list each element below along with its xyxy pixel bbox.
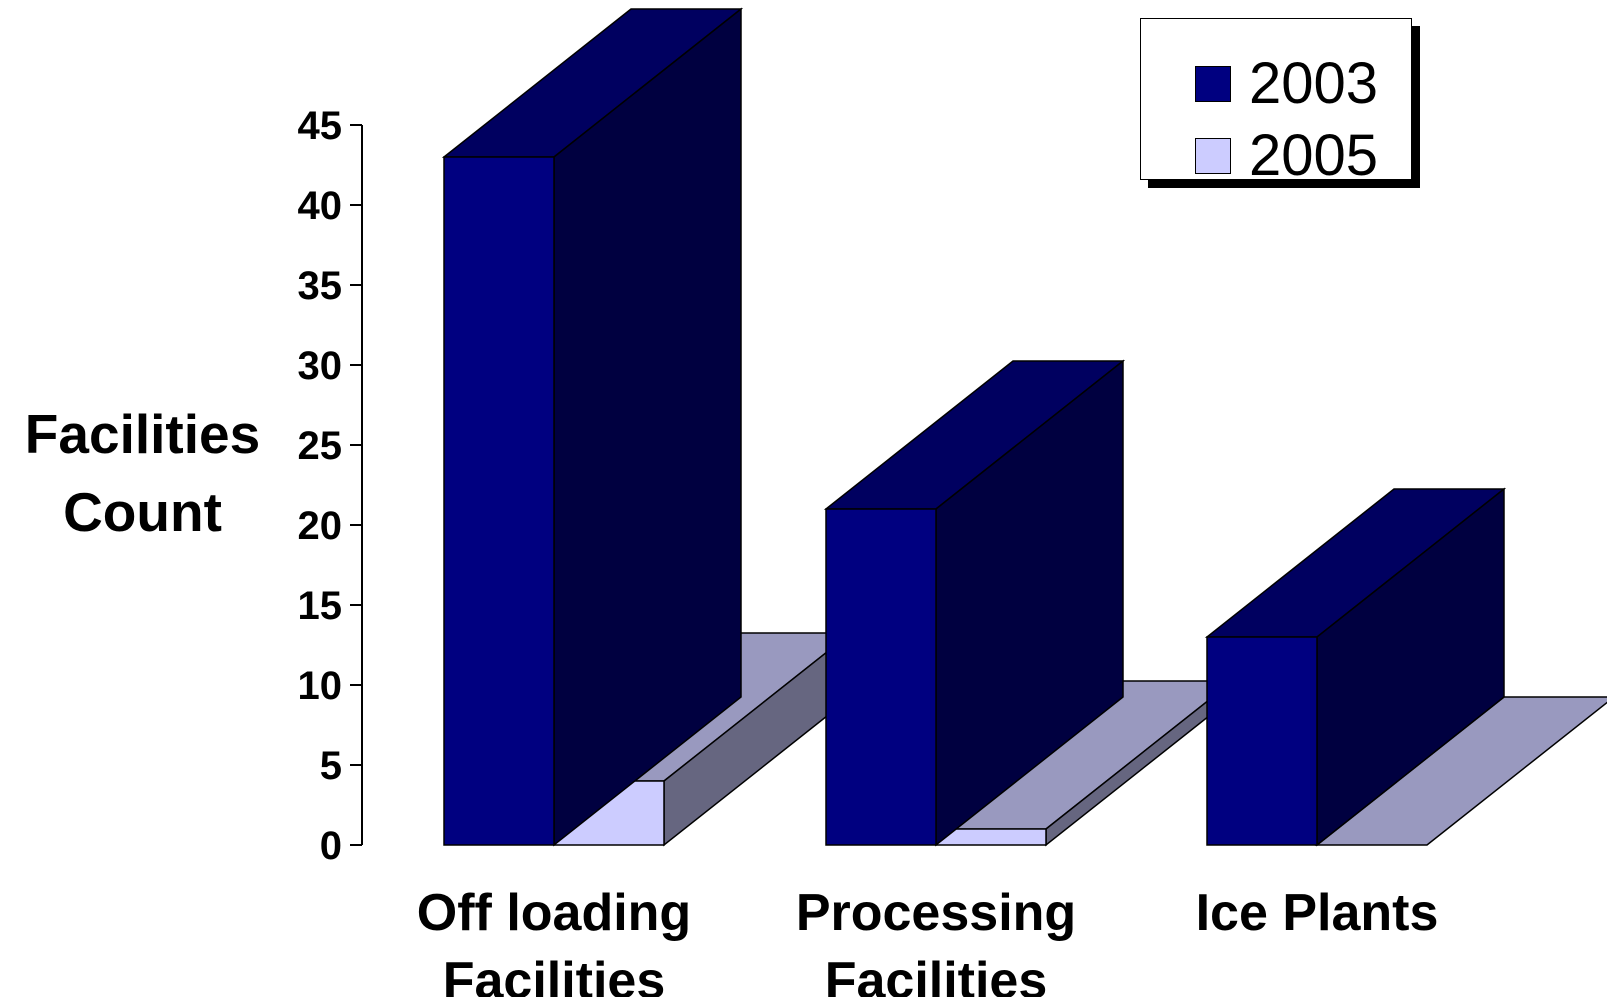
y-tick-label-5: 5 (320, 744, 342, 788)
x-category-label-1-0: Processing (796, 884, 1076, 942)
y-tick-label-30: 30 (298, 344, 343, 388)
legend-swatch-2003 (1195, 66, 1231, 102)
y-tick-label-10: 10 (298, 664, 343, 708)
legend-item-2005: 2005 (1195, 121, 1378, 191)
bar-2003-1-front (825, 508, 937, 846)
bar-2003-0-front (443, 156, 555, 846)
y-axis-label-line-2: Count (63, 481, 222, 543)
y-tick-label-15: 15 (298, 584, 343, 628)
y-tick-label-20: 20 (298, 504, 343, 548)
bar-2003-0-side (553, 7, 742, 847)
y-axis-label-line-1: Facilities (24, 403, 261, 465)
x-category-label-0-0: Off loading (417, 884, 691, 942)
legend: 2003 2005 (1140, 18, 1412, 188)
x-category-label-0-1: Facilities (443, 952, 666, 997)
legend-swatch-2005 (1195, 138, 1231, 174)
y-tick-label-35: 35 (298, 264, 343, 308)
legend-label-2003: 2003 (1249, 51, 1379, 116)
legend-label-2005: 2005 (1249, 123, 1379, 188)
y-axis-label: Facilities Count (0, 395, 285, 551)
y-tick-label-25: 25 (298, 424, 343, 468)
y-tick-label-40: 40 (298, 184, 343, 228)
y-tick-label-45: 45 (298, 104, 343, 148)
legend-item-2003: 2003 (1195, 49, 1378, 119)
x-category-label-1-1: Facilities (825, 952, 1048, 997)
y-tick-label-0: 0 (320, 824, 342, 868)
x-category-label-2-0: Ice Plants (1196, 884, 1439, 942)
bar-2003-2-front (1206, 636, 1318, 846)
